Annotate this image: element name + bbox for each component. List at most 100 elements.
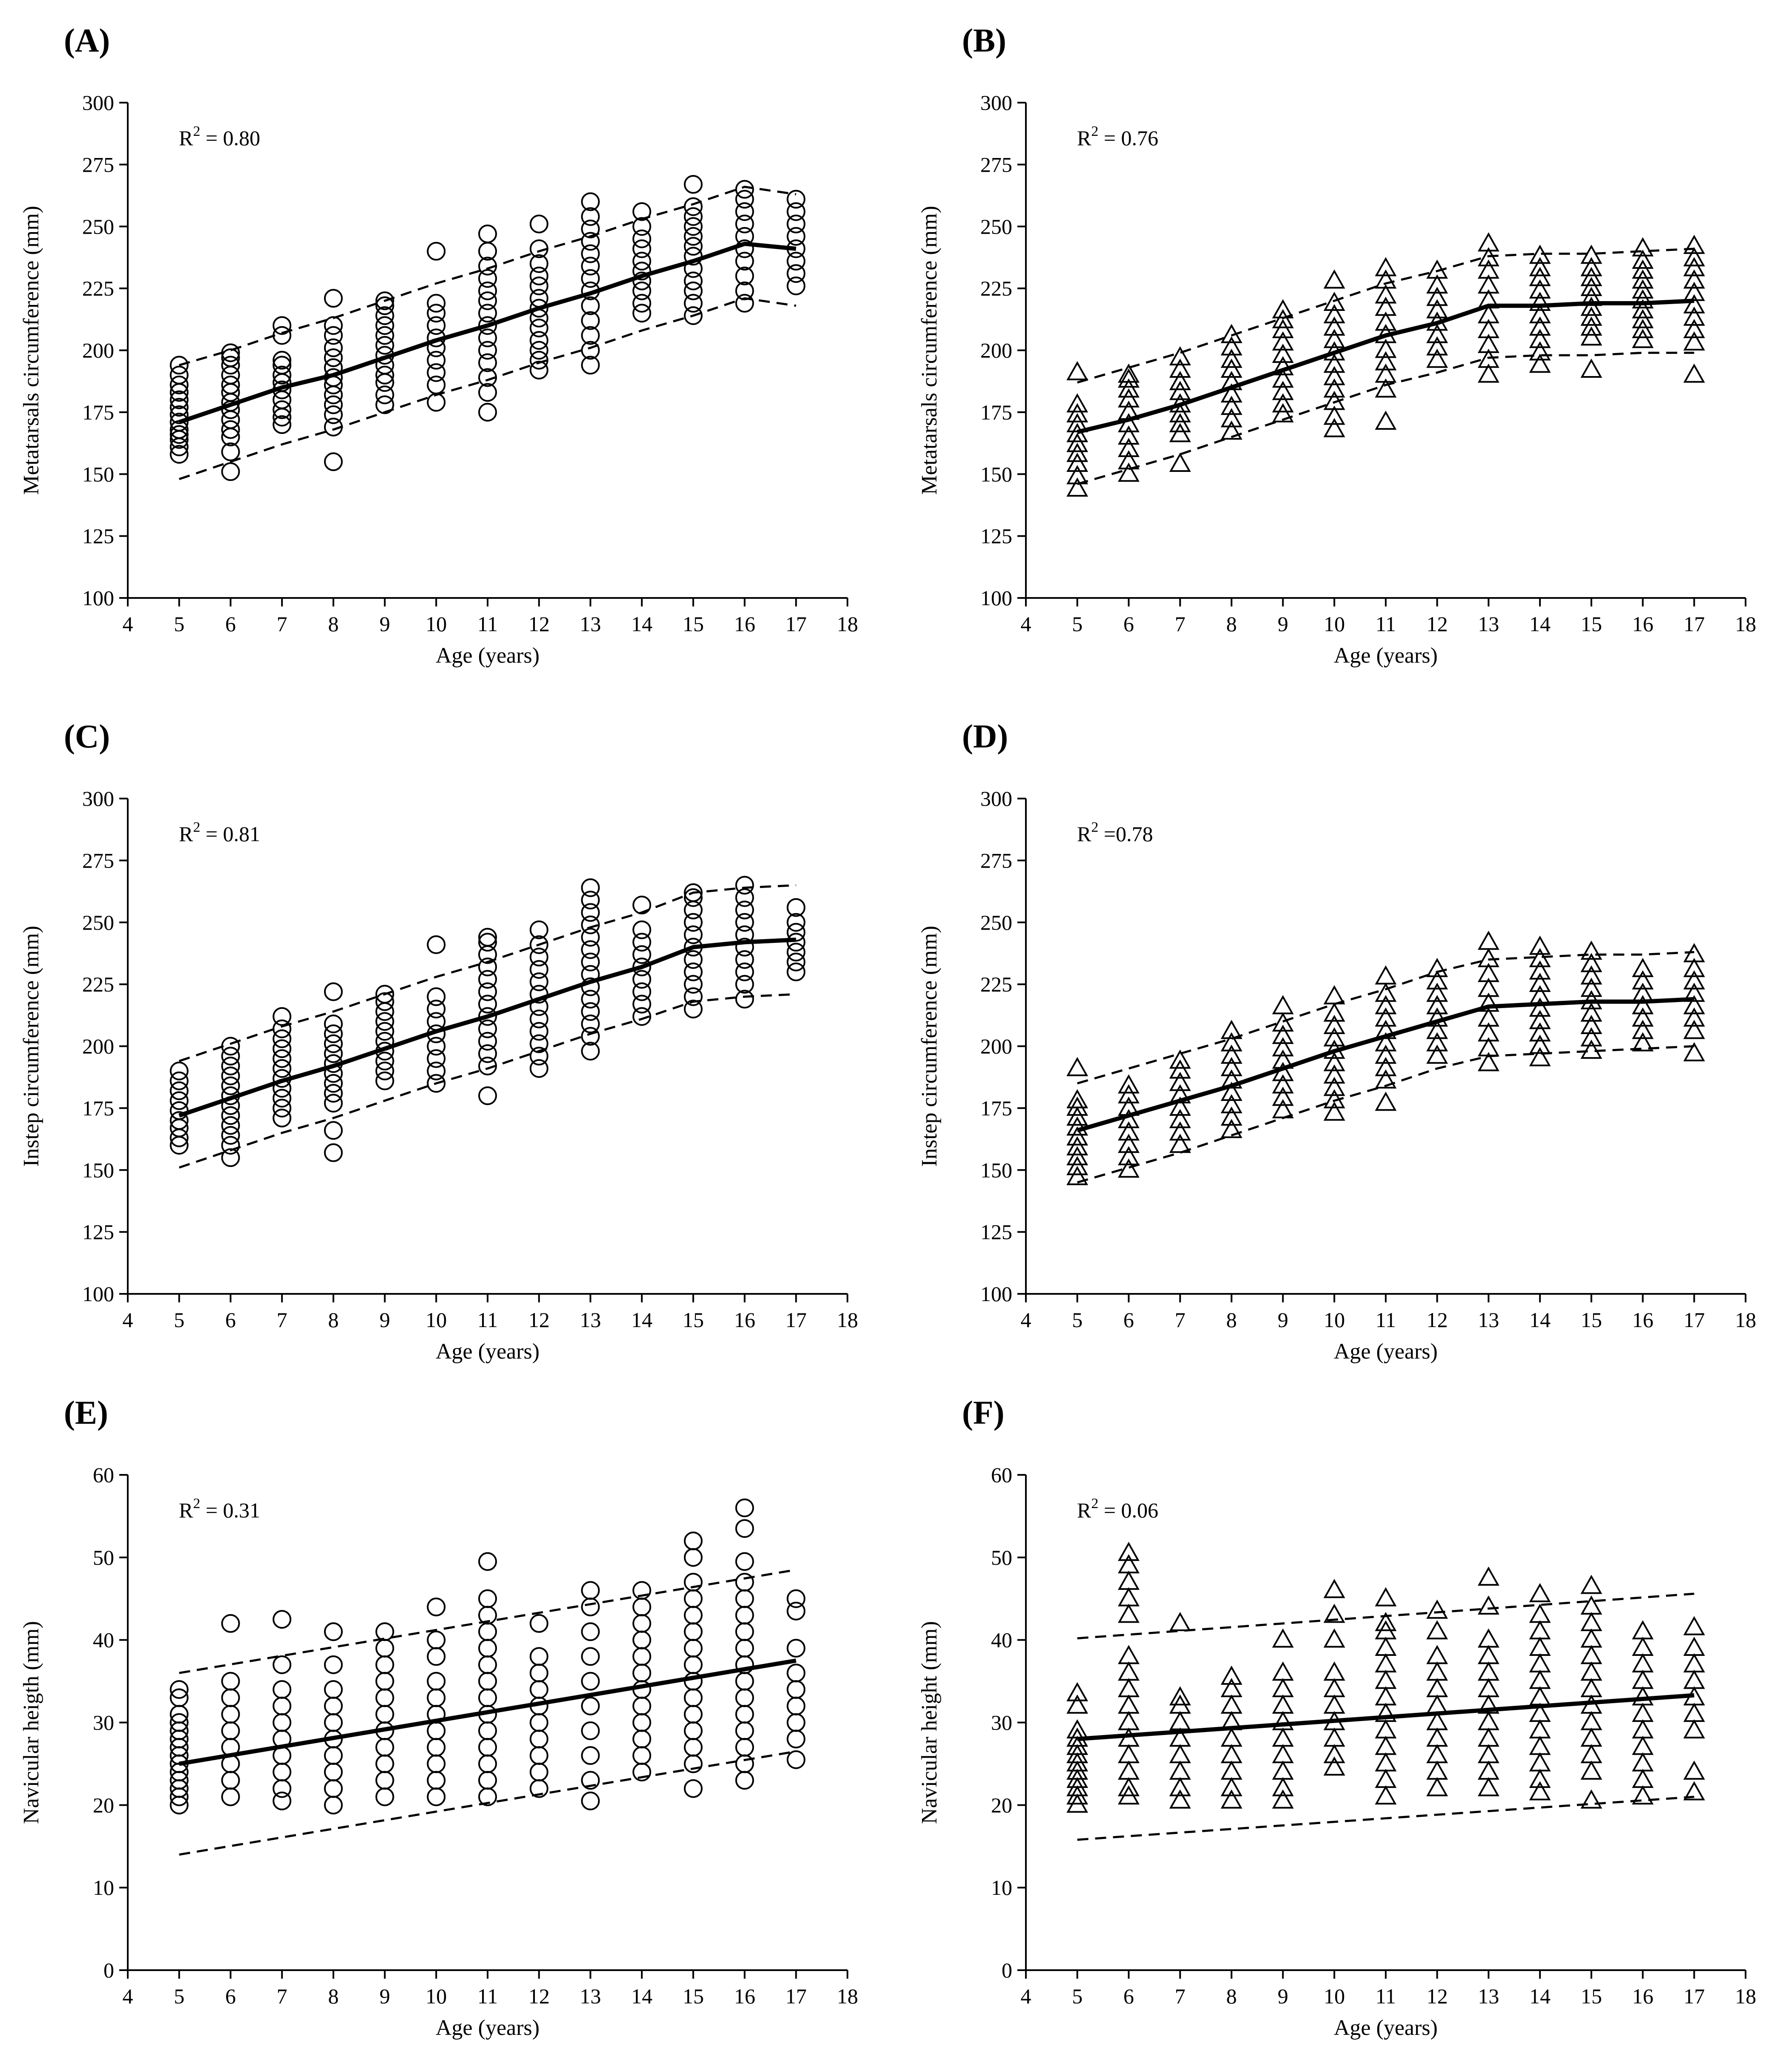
data-point-circle <box>273 1610 292 1629</box>
data-point-triangle <box>1632 309 1654 328</box>
data-point-triangle <box>1272 309 1294 328</box>
y-tick-label: 10 <box>991 1876 1012 1899</box>
data-point-circle <box>683 1572 703 1592</box>
x-axis-title: Age (years) <box>1334 2016 1438 2040</box>
data-point-circle <box>735 963 754 982</box>
data-point-circle <box>427 1672 446 1691</box>
data-point-triangle <box>1323 1014 1345 1034</box>
data-point-circle <box>273 1039 292 1058</box>
data-point-triangle <box>1066 1156 1088 1175</box>
data-point-circle <box>169 1091 189 1110</box>
x-tick-label: 7 <box>277 612 287 636</box>
data-point-circle <box>787 1664 806 1683</box>
data-point-circle <box>324 1762 343 1782</box>
data-point-circle <box>632 261 652 281</box>
x-tick-label: 12 <box>528 1308 550 1332</box>
data-point-triangle <box>1118 1645 1140 1664</box>
x-tick-label: 11 <box>1376 612 1396 636</box>
data-point-circle <box>375 306 394 325</box>
data-point-triangle <box>1221 1081 1243 1101</box>
x-tick-label: 11 <box>1376 1984 1396 2008</box>
data-point-triangle <box>1221 383 1243 403</box>
data-point-triangle <box>1580 1661 1602 1681</box>
x-tick-label: 8 <box>1226 1984 1237 2008</box>
trend-line <box>1077 299 1694 434</box>
data-point-circle <box>221 1672 240 1691</box>
x-tick-label: 14 <box>631 1308 652 1332</box>
data-point-triangle <box>1529 1719 1551 1738</box>
data-point-triangle <box>1683 1042 1705 1061</box>
data-point-triangle <box>1478 1661 1499 1681</box>
data-point-circle <box>324 289 343 308</box>
data-point-circle <box>735 1754 754 1773</box>
data-point-triangle <box>1272 1012 1294 1032</box>
data-point-triangle <box>1632 250 1654 269</box>
data-point-circle <box>169 398 189 417</box>
data-point-circle <box>375 1688 394 1707</box>
data-point-circle <box>169 1128 189 1147</box>
x-tick-label: 17 <box>1683 1984 1705 2008</box>
y-tick-label: 0 <box>1002 1958 1012 1982</box>
data-point-triangle <box>1272 1711 1294 1730</box>
data-point-triangle <box>1118 413 1140 432</box>
data-point-circle <box>169 1118 189 1138</box>
data-point-circle <box>221 375 240 394</box>
data-point-triangle <box>1323 304 1345 324</box>
data-point-triangle <box>1323 1628 1345 1648</box>
data-point-circle <box>221 420 240 439</box>
data-point-triangle <box>1118 1074 1140 1094</box>
data-point-circle <box>375 385 394 405</box>
x-tick-label: 12 <box>1427 612 1448 636</box>
lower-bound-line <box>179 1750 796 1856</box>
data-point-circle <box>273 400 292 420</box>
data-point-circle <box>529 972 549 991</box>
data-point-triangle <box>1375 311 1397 331</box>
data-point-circle <box>427 987 446 1006</box>
data-point-triangle <box>1529 1620 1551 1640</box>
data-point-circle <box>375 1071 394 1090</box>
data-point-triangle <box>1375 257 1397 276</box>
data-point-circle <box>683 1000 703 1019</box>
data-point-circle <box>735 1622 754 1641</box>
x-tick-label: 15 <box>1581 612 1602 636</box>
data-point-circle <box>632 1614 652 1633</box>
data-point-triangle <box>1478 319 1499 338</box>
data-point-circle <box>169 1688 189 1707</box>
data-point-circle <box>581 256 600 276</box>
y-tick-label: 200 <box>82 339 114 362</box>
data-point-triangle <box>1221 420 1243 440</box>
data-point-triangle <box>1683 995 1705 1014</box>
data-point-triangle <box>1066 477 1088 497</box>
data-point-triangle <box>1632 329 1654 348</box>
data-point-triangle <box>1632 1620 1654 1640</box>
data-point-triangle <box>1221 1020 1243 1039</box>
data-point-triangle <box>1375 1612 1397 1631</box>
data-point-circle <box>478 341 497 360</box>
data-point-circle <box>735 876 754 895</box>
data-point-circle <box>478 1655 497 1674</box>
data-point-triangle <box>1221 1665 1243 1685</box>
data-point-circle <box>169 365 189 385</box>
data-point-circle <box>375 1787 394 1806</box>
data-point-triangle <box>1323 1579 1345 1598</box>
data-point-circle <box>324 1094 343 1113</box>
r-squared-value: = 0.31 <box>200 1498 260 1522</box>
data-point-triangle <box>1683 1719 1705 1738</box>
data-point-circle <box>478 402 497 422</box>
data-point-circle <box>683 1548 703 1567</box>
x-tick-label: 5 <box>174 1984 184 2008</box>
data-point-circle <box>581 1002 600 1021</box>
data-point-circle <box>735 1519 754 1538</box>
data-point-triangle <box>1272 1777 1294 1796</box>
data-point-circle <box>581 269 600 288</box>
data-point-triangle <box>1529 1669 1551 1689</box>
data-point-triangle <box>1323 1678 1345 1697</box>
data-point-circle <box>273 1762 292 1782</box>
data-point-circle <box>221 1771 240 1790</box>
x-tick-label: 18 <box>837 612 858 636</box>
data-point-circle <box>478 1007 497 1026</box>
data-point-circle <box>324 326 343 345</box>
data-point-triangle <box>1632 1686 1654 1706</box>
data-point-circle <box>427 375 446 394</box>
data-point-circle <box>735 990 754 1009</box>
